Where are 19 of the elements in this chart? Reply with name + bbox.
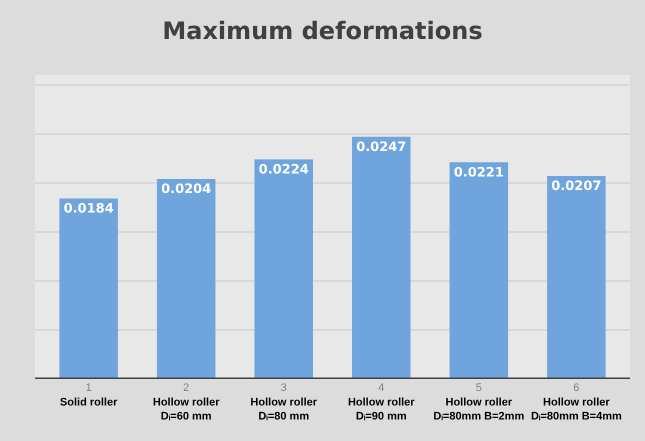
data-label: 0.0204 [161, 182, 212, 197]
x-tick-label: 3 Hollow roller Dᵢ=80 mm [250, 382, 318, 423]
x-tick-label: 1 Solid roller [60, 382, 118, 408]
chart-title: Maximum deformations [162, 16, 483, 45]
bar [352, 136, 411, 379]
data-label: 0.0247 [356, 140, 406, 155]
bar [547, 176, 606, 379]
x-tick-label: 6 Hollow roller Dᵢ=80mm B=4mm [530, 382, 622, 423]
x-tick-label: 2 Hollow roller Dᵢ=60 mm [152, 382, 220, 423]
bar [254, 159, 313, 379]
bar [59, 198, 118, 379]
x-tick-label: 5 Hollow roller Dᵢ=80mm B=2mm [433, 382, 524, 423]
data-label: 0.0184 [64, 202, 114, 217]
data-label: 0.0224 [258, 162, 309, 178]
bar [156, 178, 216, 379]
x-tick-label: 4 Hollow roller Dᵢ=90 mm [348, 382, 416, 423]
data-label: 0.0221 [454, 165, 504, 180]
bar [450, 162, 508, 379]
data-label: 0.0207 [551, 179, 602, 194]
